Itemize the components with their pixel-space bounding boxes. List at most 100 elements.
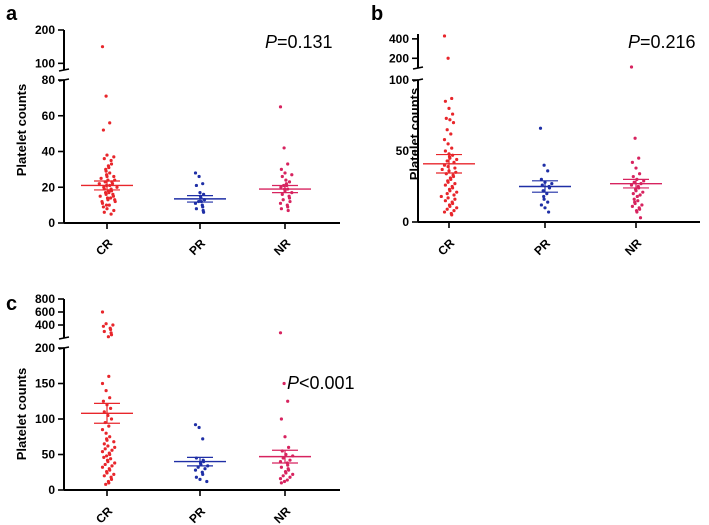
data-point [446,180,450,184]
data-point [279,481,283,485]
data-point [443,199,447,203]
y-tick-label: 100 [35,56,55,70]
data-point [101,324,105,328]
data-point [193,171,198,175]
p-value: <0.001 [299,373,355,393]
data-point [104,431,108,435]
data-point [450,213,454,217]
data-point [288,458,292,462]
data-point [105,174,109,179]
data-point [106,444,110,448]
x-tick-label: NR [271,236,293,258]
data-point [101,128,105,132]
data-point [279,465,283,469]
y-tick-label: 40 [42,145,56,159]
data-point [108,121,112,125]
data-point [278,460,283,464]
data-point [106,335,110,339]
y-tick-label: 600 [35,305,55,319]
data-point [110,182,115,186]
data-point [279,207,283,211]
y-tick-label: 0 [402,215,409,229]
data-point [642,179,646,183]
data-point [107,481,111,485]
data-point [194,475,198,479]
data-point [112,472,116,476]
y-tick-label: 400 [389,32,409,46]
p-italic: P [628,32,640,52]
data-point [445,207,449,211]
data-point [453,197,457,201]
data-point [111,323,115,327]
data-point [105,438,109,442]
data-point [455,206,459,210]
data-point [194,207,198,211]
data-point [453,182,457,186]
data-point [451,174,456,179]
x-tick-label: NR [271,504,293,525]
data-point [546,169,550,173]
y-tick-label: 150 [35,377,55,391]
data-point [452,193,456,197]
data-point [443,183,447,187]
data-point [112,155,116,159]
data-point [110,448,114,452]
data-point [638,172,642,176]
x-tick-label: PR [186,236,208,258]
data-point [197,174,201,179]
data-point [104,482,108,486]
data-point [100,450,105,454]
data-point [113,461,117,465]
data-point [278,201,283,205]
data-point [539,203,544,207]
data-point [542,194,546,199]
data-point [100,381,105,386]
data-point [205,479,209,484]
data-point [281,474,285,478]
data-point [201,205,205,209]
data-point [101,205,105,209]
data-point [640,203,644,207]
data-point [112,440,116,444]
data-point [105,207,109,211]
data-point [99,176,103,180]
data-point [102,329,106,334]
data-point [287,468,291,472]
p-value-annotation: P=0.216 [628,32,696,52]
y-tick-label: 50 [42,448,56,462]
y-tick-label: 100 [35,412,55,426]
p-value-annotation: P<0.001 [287,373,355,393]
data-point [108,468,112,472]
data-point [632,197,636,201]
data-point [631,174,635,179]
data-point [451,112,455,116]
data-point [541,189,545,193]
data-point [102,455,106,459]
y-tick-label: 100 [389,73,409,87]
y-tick-label: 400 [35,318,55,332]
data-point [452,209,456,213]
y-tick-label: 200 [35,23,55,37]
x-tick-label: CR [435,236,457,258]
data-point [455,190,459,194]
y-tick-label: 80 [42,73,56,87]
data-point [196,465,200,469]
data-point [279,185,283,189]
data-point [637,156,641,160]
x-tick-label: CR [93,504,115,525]
data-point [451,186,455,190]
data-point [100,428,105,432]
data-point [638,216,643,220]
data-point [448,118,452,122]
data-point [278,477,283,481]
y-tick-label: 200 [389,51,409,65]
data-point [194,183,198,188]
data-point [108,435,112,439]
axis-break-mark [58,68,70,72]
data-point [104,192,108,196]
data-point [443,149,447,153]
data-point [440,167,444,172]
data-point [542,163,546,167]
data-point [634,166,638,170]
data-point [100,465,105,469]
